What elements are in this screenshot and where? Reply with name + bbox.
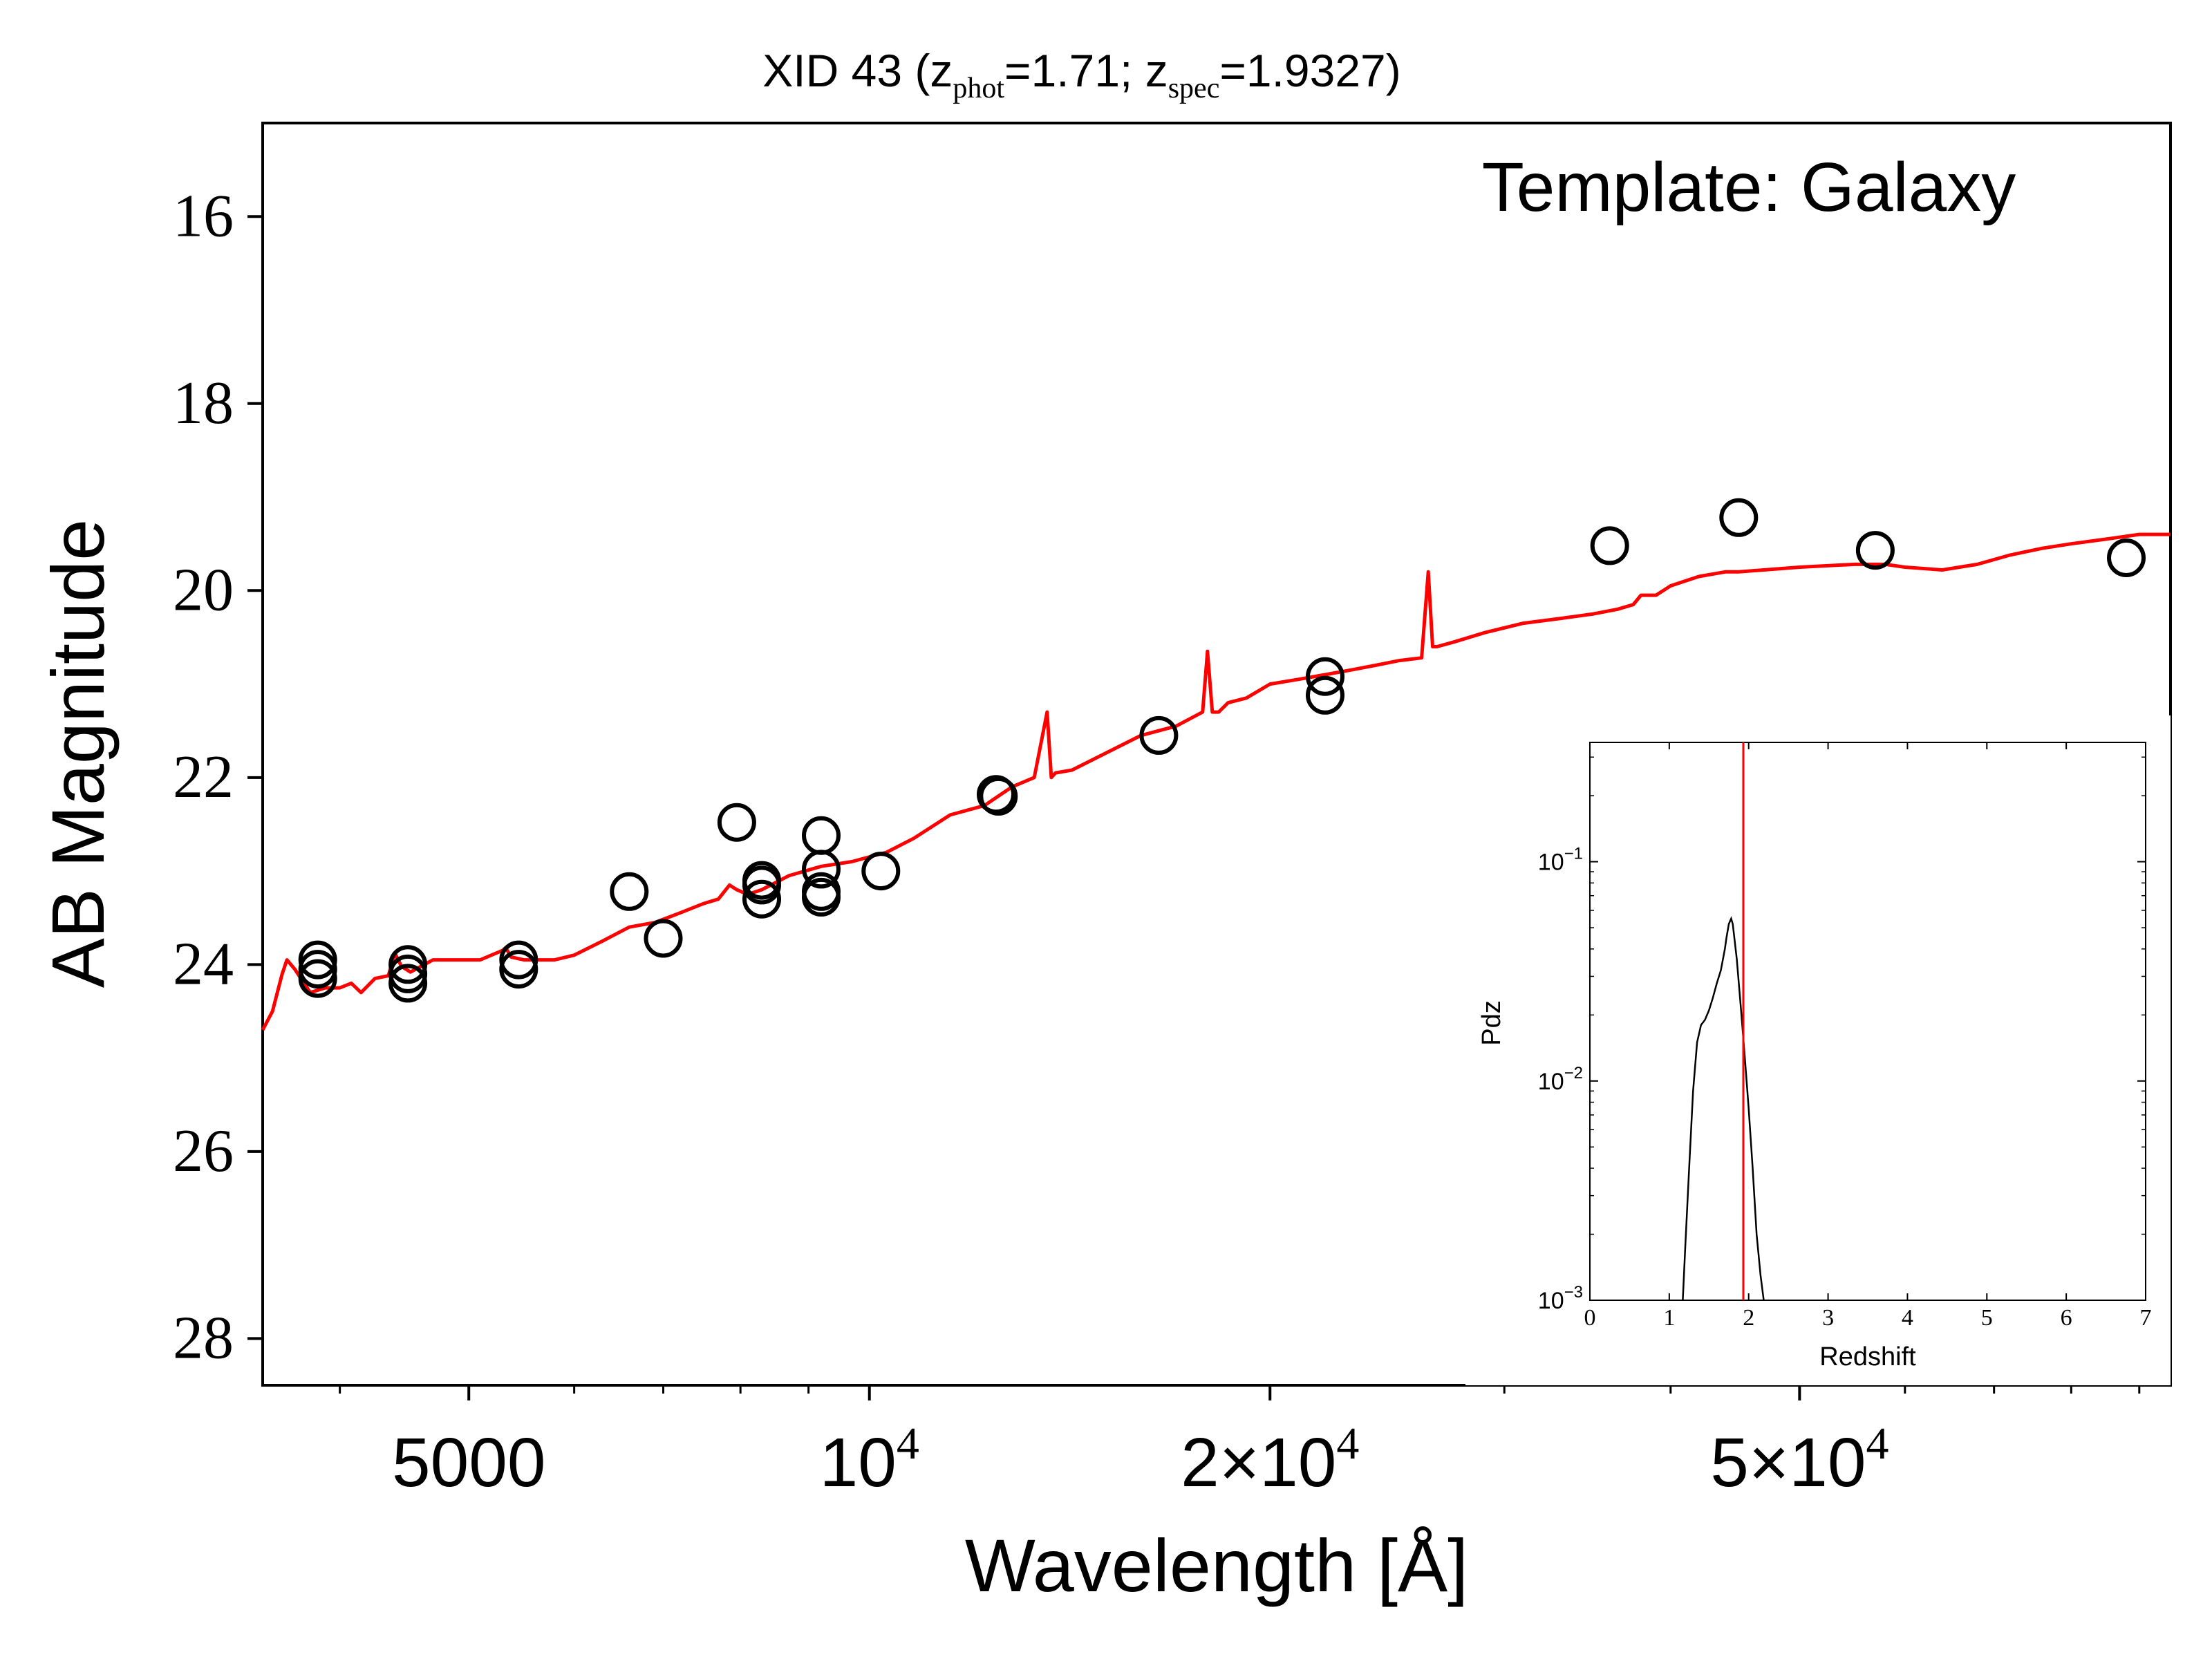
inset-x-tick-label: 3 (1822, 1305, 1834, 1331)
y-axis-label: AB Magnitude (36, 519, 120, 988)
observed-point (742, 865, 781, 905)
template-annotation: Template: Galaxy (1482, 149, 2016, 226)
observed-point (388, 945, 428, 984)
x-axis: 5000 104 2×104 5×104 (339, 1385, 2141, 1501)
inset-y-axis: 10−3 10−2 10−1 (1538, 756, 2146, 1314)
inset-x-axis: 0 1 2 3 4 5 6 7 (1584, 742, 2152, 1331)
title-sub-spec: spec (1168, 73, 1220, 104)
observed-point (499, 950, 538, 989)
template-fit-curve (261, 532, 2171, 1031)
inset-x-tick-label: 7 (2140, 1305, 2152, 1331)
title-mid: =1.71; z (1004, 45, 1168, 96)
observed-point (1719, 498, 1759, 537)
observed-point (979, 776, 1018, 816)
title-sub-phot: phot (953, 73, 1004, 104)
observed-point (298, 950, 337, 989)
x-tick-label: 2×104 (1181, 1418, 1359, 1501)
y-tick-label: 26 (173, 1118, 234, 1185)
observed-point (802, 850, 841, 889)
pdz-inset: 0 1 2 3 4 5 6 7 10−3 10−2 10−1 Redshift Pdz (1465, 715, 2171, 1385)
observed-point (388, 964, 428, 1003)
inset-x-tick-label: 1 (1663, 1305, 1675, 1331)
inset-x-tick-label: 0 (1584, 1305, 1596, 1331)
observed-point (1306, 657, 1344, 696)
inset-x-tick-label: 4 (1902, 1305, 1913, 1331)
observed-point (644, 919, 683, 958)
y-tick-label: 24 (173, 930, 234, 997)
title-suffix: =1.9327) (1219, 45, 1400, 96)
observed-point (802, 816, 841, 855)
y-tick-label: 16 (173, 182, 234, 250)
title-prefix: XID 43 (z (762, 45, 953, 96)
inset-y-tick-label: 10−1 (1538, 845, 1583, 876)
observed-point (1590, 526, 1629, 565)
observed-point (1139, 715, 1179, 755)
observed-point (388, 954, 428, 993)
observed-point (802, 877, 841, 917)
inset-y-tick-label: 10−3 (1538, 1283, 1583, 1314)
observed-points (298, 498, 2146, 1003)
inset-x-label: Redshift (1819, 1342, 1916, 1371)
inset-x-tick-label: 2 (1743, 1305, 1754, 1331)
y-tick-label: 18 (173, 370, 234, 437)
x-tick-label: 5000 (392, 1424, 545, 1501)
inset-x-tick-label: 5 (1981, 1305, 1993, 1331)
inset-x-tick-label: 6 (2061, 1305, 2072, 1331)
observed-point (861, 852, 901, 891)
observed-point (717, 803, 756, 842)
inset-plot-frame (1589, 742, 2146, 1301)
x-tick-label: 5×104 (1710, 1418, 1888, 1501)
observed-point (499, 940, 538, 980)
inset-y-label: Pdz (1477, 1000, 1506, 1045)
chart-title: XID 43 (zphot=1.71; zspec=1.9327) (762, 45, 1400, 104)
y-axis: 16 18 20 22 24 26 28 (173, 182, 263, 1371)
y-tick-label: 28 (173, 1304, 234, 1371)
observed-point (742, 879, 781, 919)
pdz-curve (1682, 916, 1765, 1301)
inset-background (1465, 715, 2171, 1385)
x-tick-label: 104 (820, 1418, 919, 1501)
y-tick-label: 22 (173, 744, 234, 811)
observed-point (2107, 538, 2146, 577)
observed-point (298, 940, 337, 980)
inset-y-tick-label: 10−2 (1538, 1064, 1583, 1095)
y-tick-label: 20 (173, 556, 234, 624)
observed-point (610, 872, 649, 911)
observed-point (298, 959, 337, 998)
observed-point (1855, 531, 1895, 570)
observed-point (1306, 675, 1344, 715)
x-axis-label: Wavelength [Å] (965, 1524, 1468, 1607)
